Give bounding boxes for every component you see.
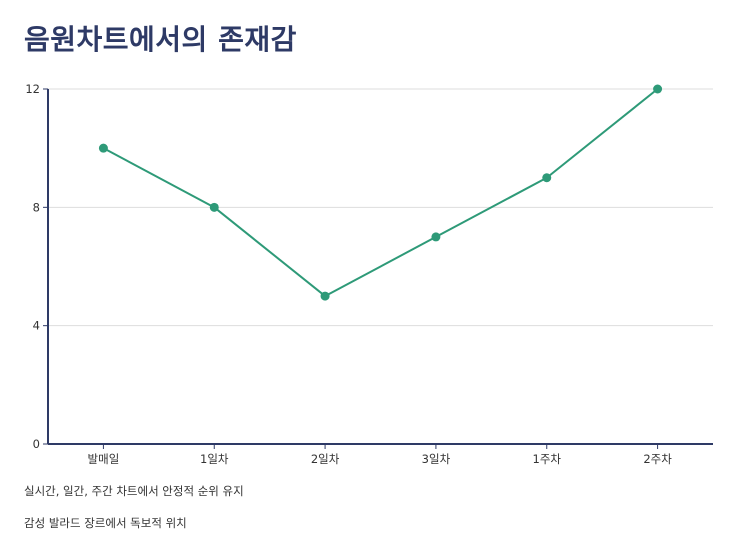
x-tick-label: 1일차 [200,452,229,466]
tick-labels: 0 4 8 12 발매일 1일차 2일차 3일차 1주차 2주차 [25,82,672,466]
data-point-5 [653,84,663,94]
x-tick-label: 2주차 [643,452,672,466]
x-tick-label: 1주차 [533,452,562,466]
axes [43,88,713,449]
chart-title: 음원차트에서의 존재감 [24,23,297,56]
y-tick-label: 4 [33,319,40,333]
x-tick-label: 3일차 [422,452,451,466]
y-tick-label: 8 [33,200,40,214]
data-point-1 [209,202,219,212]
data-point-2 [320,291,330,301]
x-tick-label: 2일차 [311,452,340,466]
data-point-4 [542,173,552,183]
x-tick-label: 발매일 [88,452,120,466]
series-layer [98,84,663,301]
note-line-1: 실시간, 일간, 주간 차트에서 안정적 순위 유지 [24,484,244,498]
data-point-3 [431,232,441,242]
data-point-0 [98,143,108,153]
y-tick-label: 0 [33,437,40,451]
y-tick-label: 12 [25,82,40,96]
gridlines [48,88,713,327]
series-line [102,88,659,298]
note-line-2: 감성 발라드 장르에서 독보적 위치 [24,516,187,530]
